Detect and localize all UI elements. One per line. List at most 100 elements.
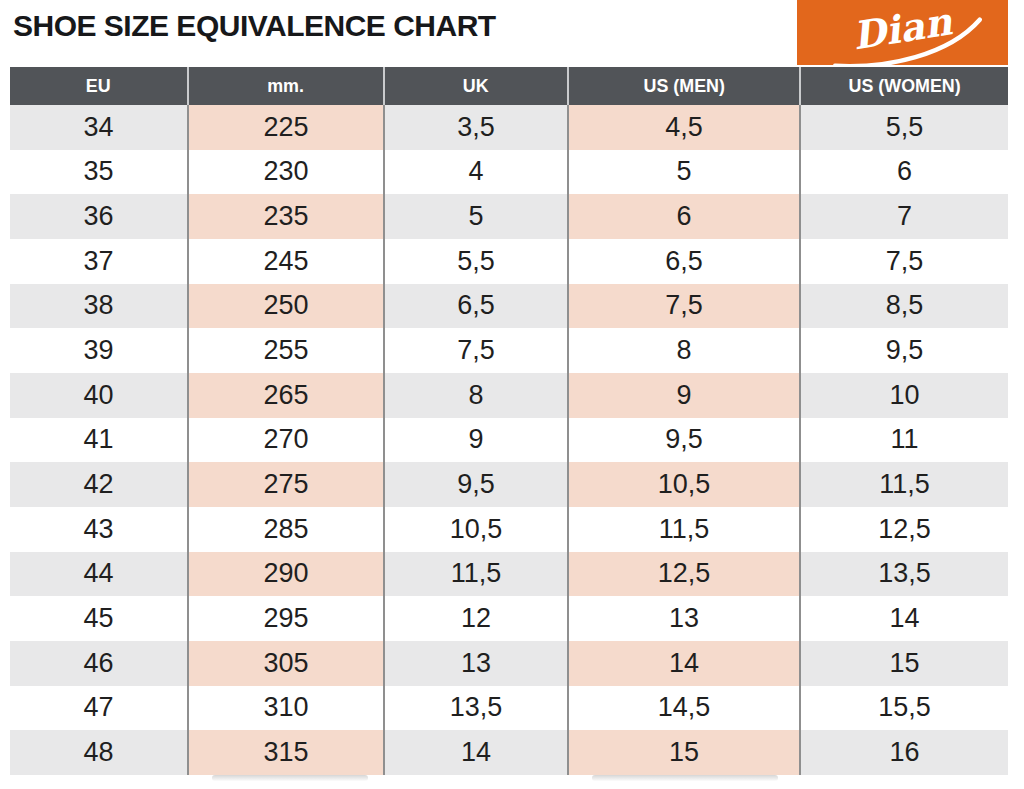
dian-logo-icon: Dian [797, 0, 1008, 65]
table-cell: 13 [567, 596, 799, 641]
table-cell: 34 [10, 105, 187, 150]
table-cell: 9,5 [799, 328, 1008, 373]
page-title: SHOE SIZE EQUIVALENCE CHART [13, 9, 496, 43]
table-cell: 12 [383, 596, 567, 641]
table-row: 4328510,511,512,5 [10, 507, 1008, 552]
table-cell: 225 [187, 105, 383, 150]
table-cell: 7,5 [567, 284, 799, 329]
table-cell: 41 [10, 418, 187, 463]
column-header-mm: mm. [187, 67, 383, 105]
table-cell: 43 [10, 507, 187, 552]
table-cell: 15 [799, 641, 1008, 686]
table-cell: 35 [10, 150, 187, 195]
table-cell: 315 [187, 730, 383, 775]
table-cell: 46 [10, 641, 187, 686]
table-cell: 48 [10, 730, 187, 775]
table-cell: 14 [799, 596, 1008, 641]
table-cell: 6,5 [567, 239, 799, 284]
table-cell: 14 [383, 730, 567, 775]
table-cell: 36 [10, 194, 187, 239]
table-row: 36235567 [10, 194, 1008, 239]
table-row: 45295121314 [10, 596, 1008, 641]
table-cell: 47 [10, 686, 187, 731]
table-cell: 4,5 [567, 105, 799, 150]
table-row: 4429011,512,513,5 [10, 552, 1008, 597]
mm-column-shadow [212, 775, 368, 781]
table-cell: 270 [187, 418, 383, 463]
table-row: 382506,57,58,5 [10, 284, 1008, 329]
table-row: 392557,589,5 [10, 328, 1008, 373]
table-cell: 290 [187, 552, 383, 597]
table-cell: 8 [567, 328, 799, 373]
table-cell: 10 [799, 373, 1008, 418]
table-cell: 13,5 [383, 686, 567, 731]
table-cell: 310 [187, 686, 383, 731]
table-cell: 13,5 [799, 552, 1008, 597]
table-cell: 6 [799, 150, 1008, 195]
table-cell: 10,5 [567, 462, 799, 507]
table-cell: 11,5 [799, 462, 1008, 507]
table-cell: 15,5 [799, 686, 1008, 731]
column-header-uk: UK [383, 67, 567, 105]
table-cell: 39 [10, 328, 187, 373]
table-row: 342253,54,55,5 [10, 105, 1008, 150]
table-cell: 245 [187, 239, 383, 284]
size-equivalence-table: EU mm. UK US (MEN) US (WOMEN) 342253,54,… [10, 67, 1008, 775]
table-row: 46305131415 [10, 641, 1008, 686]
table-cell: 5 [383, 194, 567, 239]
table-cell: 11,5 [567, 507, 799, 552]
table-cell: 45 [10, 596, 187, 641]
table-cell: 44 [10, 552, 187, 597]
table-cell: 14 [567, 641, 799, 686]
table-cell: 3,5 [383, 105, 567, 150]
table-cell: 5 [567, 150, 799, 195]
table-cell: 8,5 [799, 284, 1008, 329]
table-cell: 7,5 [799, 239, 1008, 284]
table-cell: 14,5 [567, 686, 799, 731]
table-cell: 12,5 [799, 507, 1008, 552]
table-cell: 5,5 [383, 239, 567, 284]
table-cell: 12,5 [567, 552, 799, 597]
table-body: 342253,54,55,53523045636235567372455,56,… [10, 105, 1008, 775]
brand-logo: Dian [797, 0, 1008, 65]
column-header-eu: EU [10, 67, 187, 105]
table-cell: 295 [187, 596, 383, 641]
table-cell: 265 [187, 373, 383, 418]
table-cell: 255 [187, 328, 383, 373]
table-cell: 275 [187, 462, 383, 507]
table-cell: 40 [10, 373, 187, 418]
table-cell: 16 [799, 730, 1008, 775]
table-cell: 37 [10, 239, 187, 284]
table-cell: 250 [187, 284, 383, 329]
table-cell: 38 [10, 284, 187, 329]
table-cell: 7 [799, 194, 1008, 239]
table-cell: 9 [383, 418, 567, 463]
table-cell: 5,5 [799, 105, 1008, 150]
table-cell: 230 [187, 150, 383, 195]
table-cell: 285 [187, 507, 383, 552]
table-row: 402658910 [10, 373, 1008, 418]
table-cell: 9 [567, 373, 799, 418]
table-row: 4731013,514,515,5 [10, 686, 1008, 731]
table-cell: 8 [383, 373, 567, 418]
table-cell: 11,5 [383, 552, 567, 597]
table-cell: 235 [187, 194, 383, 239]
table-cell: 6 [567, 194, 799, 239]
table-cell: 15 [567, 730, 799, 775]
table-row: 372455,56,57,5 [10, 239, 1008, 284]
us-men-column-shadow [592, 775, 778, 781]
table-cell: 11 [799, 418, 1008, 463]
column-header-us-men: US (MEN) [567, 67, 799, 105]
table-cell: 13 [383, 641, 567, 686]
table-cell: 305 [187, 641, 383, 686]
table-row: 422759,510,511,5 [10, 462, 1008, 507]
table-cell: 42 [10, 462, 187, 507]
table-cell: 6,5 [383, 284, 567, 329]
table-header-row: EU mm. UK US (MEN) US (WOMEN) [10, 67, 1008, 105]
table-cell: 4 [383, 150, 567, 195]
table-cell: 9,5 [383, 462, 567, 507]
table-row: 35230456 [10, 150, 1008, 195]
column-header-us-women: US (WOMEN) [799, 67, 1008, 105]
table-row: 48315141516 [10, 730, 1008, 775]
table-cell: 7,5 [383, 328, 567, 373]
